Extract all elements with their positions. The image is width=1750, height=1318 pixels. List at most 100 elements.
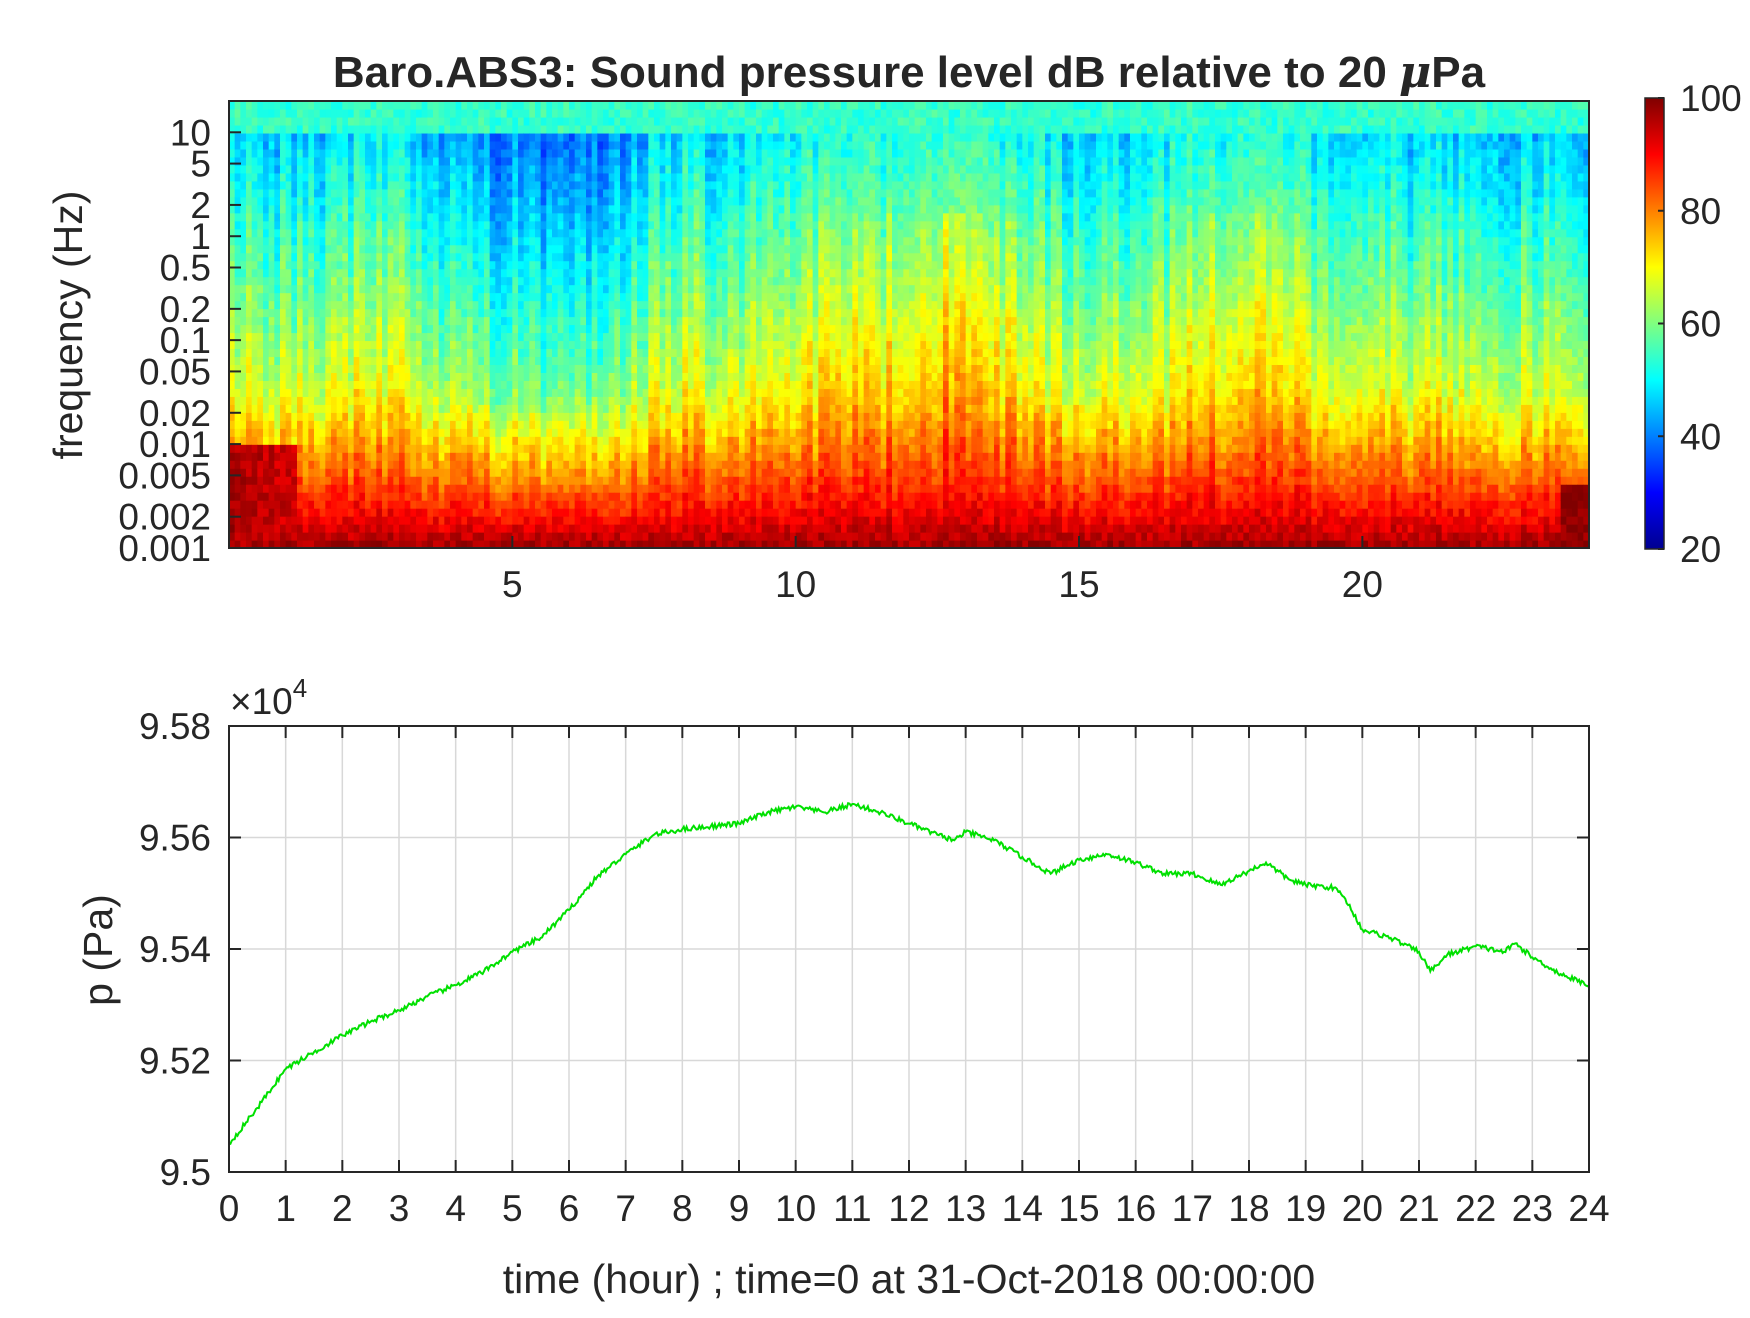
spectrogram-cell [308,396,314,405]
spectrogram-cell [524,452,530,461]
spectrogram-cell [592,372,598,381]
spectrogram-cell [484,157,490,166]
spectrogram-cell [699,356,705,365]
spectrogram-cell [359,229,365,238]
spectrogram-cell [376,269,382,278]
spectrogram-cell [541,356,547,365]
spectrogram-cell [603,141,609,150]
spectrogram-cell [376,133,382,142]
spectrogram-cell [274,404,280,413]
spectrogram-cell [643,197,649,206]
spectrogram-cell [450,109,456,118]
spectrogram-cell [688,532,694,541]
spectrogram-cell [444,213,450,222]
spectrogram-cell [337,213,343,222]
spectrogram-cell [274,149,280,158]
spectrogram-cell [467,205,473,214]
spectrogram-cell [246,444,252,453]
spectrogram-cell [665,205,671,214]
spectrogram-cell [694,460,700,469]
spectrogram-cell [722,125,728,134]
spectrogram-cell [626,277,632,286]
spectrogram-cell [643,396,649,405]
spectrogram-cell [263,500,269,509]
spectrogram-cell [688,101,694,110]
spectrogram-cell [444,364,450,373]
spectrogram-cell [314,500,320,509]
spectrogram-cell [529,205,535,214]
spectrogram-cell [291,117,297,126]
spectrogram-cell [597,253,603,262]
spectrogram-cell [388,325,394,334]
spectrogram-cell [603,396,609,405]
spectrogram-cell [376,484,382,493]
spectrogram-cell [325,532,331,541]
spectrogram-cell [314,253,320,262]
spectrogram-cell [637,372,643,381]
spectrogram-cell [484,189,490,198]
spectrogram-cell [297,356,303,365]
spectrogram-cell [524,285,530,294]
spectrogram-cell [240,165,246,174]
spectrogram-cell [728,332,734,341]
spectrogram-cell [291,468,297,477]
spectrogram-cell [512,229,518,238]
spectrogram-cell [342,277,348,286]
spectrogram-cell [439,221,445,230]
spectrogram-cell [450,301,456,310]
spectrogram-cell [456,157,462,166]
spectrogram-cell [444,101,450,110]
spectrogram-cell [342,452,348,461]
spectrogram-cell [501,221,507,230]
spectrogram-cell [631,205,637,214]
spectrogram-cell [371,245,377,254]
spectrogram-cell [728,133,734,142]
spectrogram-cell [337,412,343,421]
spectrogram-cell [580,388,586,397]
spectrogram-cell [337,285,343,294]
spectrogram-cell [416,388,422,397]
spectrogram-cell [240,309,246,318]
spectrogram-cell [320,301,326,310]
spectrogram-cell [699,532,705,541]
spectrogram-cell [677,452,683,461]
spectrogram-cell [410,412,416,421]
spectrogram-cell [495,269,501,278]
spectrogram-cell [495,476,501,485]
spectrogram-cell [631,356,637,365]
spectrogram-cell [240,269,246,278]
spectrogram-cell [626,109,632,118]
spectrogram-cell [286,484,292,493]
spectrogram-cell [529,309,535,318]
spectrogram-cell [478,181,484,190]
spectrogram-cell [671,508,677,517]
spectrogram-cell [399,436,405,445]
spectrogram-cell [626,125,632,134]
spectrogram-cell [677,293,683,302]
spectrogram-cell [694,229,700,238]
spectrogram-cell [626,165,632,174]
spectrogram-cell [246,388,252,397]
spectrogram-cell [416,317,422,326]
spectrogram-cell [427,141,433,150]
spectrogram-cell [331,301,337,310]
spectrogram-cell [382,221,388,230]
spectrogram-cell [665,420,671,429]
spectrogram-cell [643,428,649,437]
spectrogram-cell [541,348,547,357]
spectrogram-cell [235,444,241,453]
spectrogram-cell [648,205,654,214]
spectrogram-cell [677,348,683,357]
spectrogram-cell [235,293,241,302]
spectrogram-cell [422,317,428,326]
spectrogram-cell [660,372,666,381]
spectrogram-cell [410,213,416,222]
spectrogram-cell [688,277,694,286]
spectrogram-cell [325,332,331,341]
spectrogram-cell [297,325,303,334]
spectrogram-cell [427,101,433,110]
spectrogram-cell [286,325,292,334]
spectrogram-cell [637,301,643,310]
spectrogram-cell [371,293,377,302]
spectrogram-cell [274,325,280,334]
